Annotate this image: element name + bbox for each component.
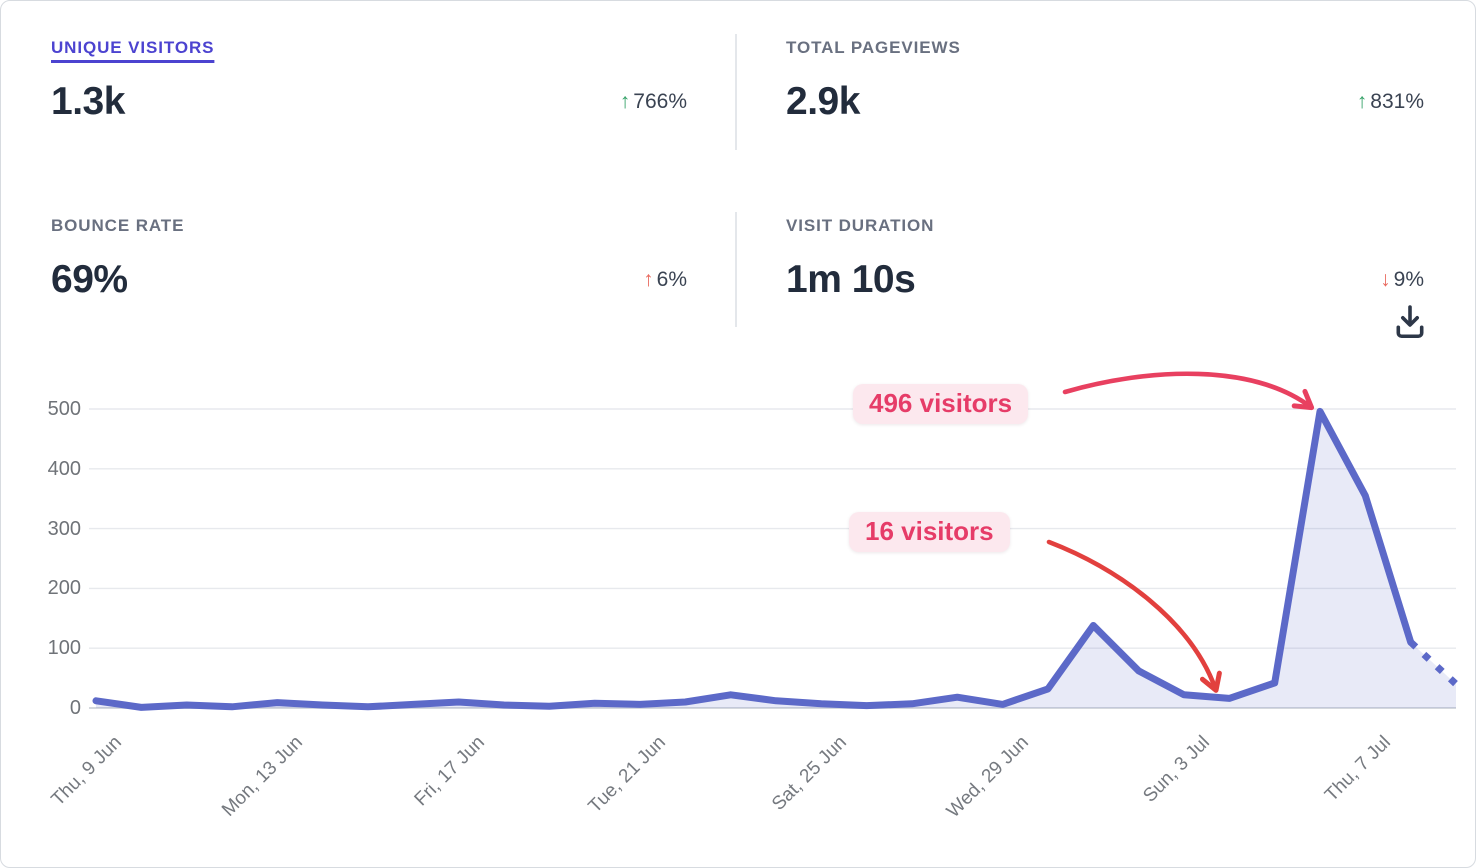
stat-label-total-pageviews: TOTAL PAGEVIEWS <box>786 38 961 57</box>
stat-change-text: 9% <box>1393 268 1424 291</box>
annotation-pill-496-visitors: 496 visitors <box>853 384 1029 424</box>
stat-change-bounce-rate: ↑ 6% <box>643 268 687 292</box>
stat-unique-visitors[interactable]: UNIQUE VISITORS 1.3k ↑ 766% <box>51 37 687 155</box>
download-button[interactable] <box>1391 301 1429 345</box>
stat-total-pageviews[interactable]: TOTAL PAGEVIEWS 2.9k ↑ 831% <box>786 37 1424 155</box>
download-icon <box>1396 304 1424 338</box>
up-arrow-icon: ↑ <box>643 268 654 291</box>
stat-value-visit-duration: 1m 10s <box>786 258 916 301</box>
stat-value-unique-visitors: 1.3k <box>51 80 125 123</box>
y-tick-label: 100 <box>47 637 81 660</box>
annotation-arrows <box>1046 371 1315 693</box>
stat-bounce-rate[interactable]: BOUNCE RATE 69% ↑ 6% <box>51 215 687 333</box>
stat-value-bounce-rate: 69% <box>51 258 128 301</box>
stat-value-total-pageviews: 2.9k <box>786 80 860 123</box>
y-tick-label: 300 <box>47 517 81 540</box>
stats-divider-bottom <box>735 212 737 327</box>
down-arrow-icon: ↓ <box>1380 268 1391 291</box>
stat-change-text: 6% <box>656 268 687 291</box>
stat-change-text: 766% <box>633 90 687 113</box>
stat-change-total-pageviews: ↑ 831% <box>1357 90 1424 114</box>
stat-label-bounce-rate: BOUNCE RATE <box>51 216 185 235</box>
y-tick-label: 0 <box>69 697 81 719</box>
stat-change-visit-duration: ↓ 9% <box>1380 268 1424 292</box>
stat-change-text: 831% <box>1370 90 1424 113</box>
stat-label-visit-duration: VISIT DURATION <box>786 216 935 235</box>
stats-divider-top <box>735 34 737 150</box>
y-tick-label: 500 <box>47 398 81 420</box>
stat-label-unique-visitors: UNIQUE VISITORS <box>51 38 215 57</box>
up-arrow-icon: ↑ <box>619 90 631 113</box>
annotation-pill-16-visitors: 16 visitors <box>849 512 1010 552</box>
chart-gridlines <box>89 408 1456 709</box>
chart-series <box>92 407 1459 711</box>
y-tick-label: 400 <box>47 457 81 480</box>
stat-visit-duration[interactable]: VISIT DURATION 1m 10s ↓ 9% <box>786 215 1424 333</box>
y-tick-label: 200 <box>47 577 81 600</box>
up-arrow-icon: ↑ <box>1356 90 1368 113</box>
stat-change-unique-visitors: ↑ 766% <box>620 90 687 114</box>
